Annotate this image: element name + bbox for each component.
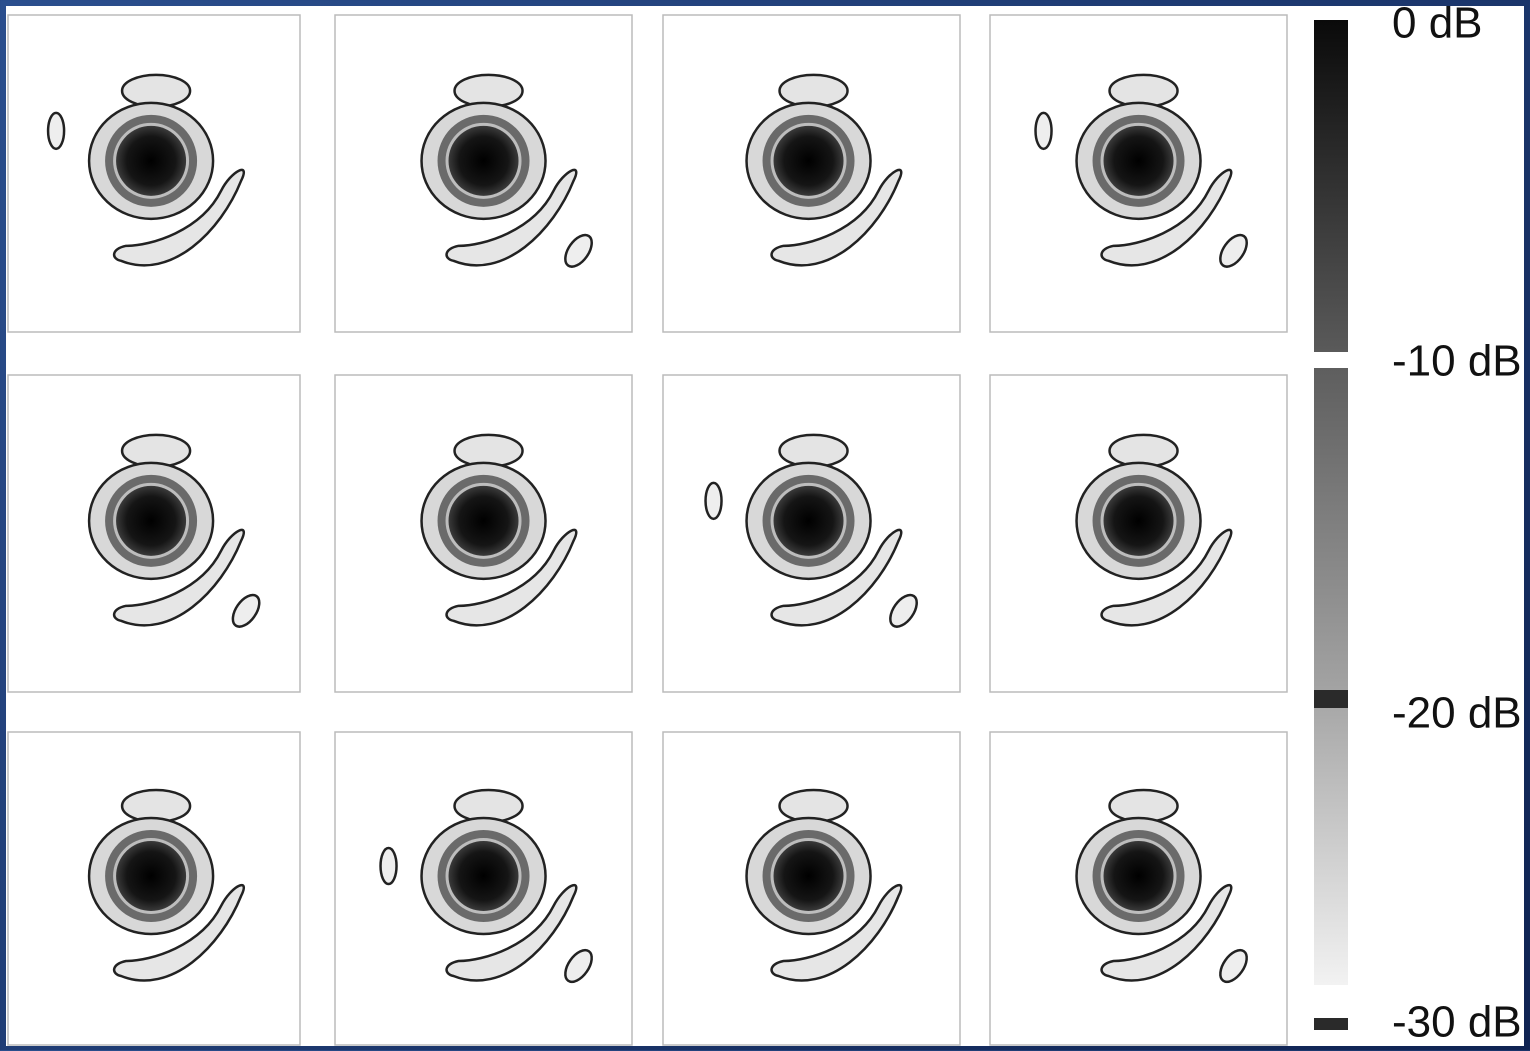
beam-panel [663,15,960,332]
colorbar-label: -20 dB [1392,689,1522,738]
beam-panel [8,375,300,692]
beam-panel [990,15,1287,332]
colorbar-band [1314,1018,1348,1030]
main-lobe-core [449,841,519,911]
main-lobe-core [116,126,186,196]
side-lobe [1036,113,1052,149]
beam-panel [663,375,960,692]
beam-panel [8,15,300,332]
colorbar: 0 dB -10 dB -20 dB -30 dB [1314,6,1522,1046]
beam-panel [663,732,960,1045]
colorbar-band [1314,690,1348,708]
beam-pattern-grid [8,15,1287,1045]
main-lobe-core [449,126,519,196]
beam-panel [990,732,1287,1045]
colorbar-segment [1314,368,1348,985]
main-lobe-core [116,841,186,911]
main-lobe-core [1104,486,1174,556]
beam-panel [335,15,632,332]
beam-panel [990,375,1287,692]
figure: 0 dB -10 dB -20 dB -30 dB [6,6,1524,1046]
side-lobe [48,113,64,149]
main-lobe-core [774,126,844,196]
side-lobe [381,848,397,884]
page: 0 dB -10 dB -20 dB -30 dB (() => { const… [0,0,1530,1050]
main-lobe-core [116,486,186,556]
beam-panel [8,732,300,1045]
figure-frame: 0 dB -10 dB -20 dB -30 dB [6,6,1524,1046]
colorbar-segment [1314,20,1348,352]
beam-panel [335,375,632,692]
main-lobe-core [1104,841,1174,911]
side-lobe [706,483,722,519]
colorbar-label: 0 dB [1392,6,1483,48]
main-lobe-core [774,486,844,556]
main-lobe-core [1104,126,1174,196]
colorbar-label: -10 dB [1392,337,1522,386]
main-lobe-core [449,486,519,556]
colorbar-label: -30 dB [1392,998,1522,1046]
main-lobe-core [774,841,844,911]
beam-panel [335,732,632,1045]
